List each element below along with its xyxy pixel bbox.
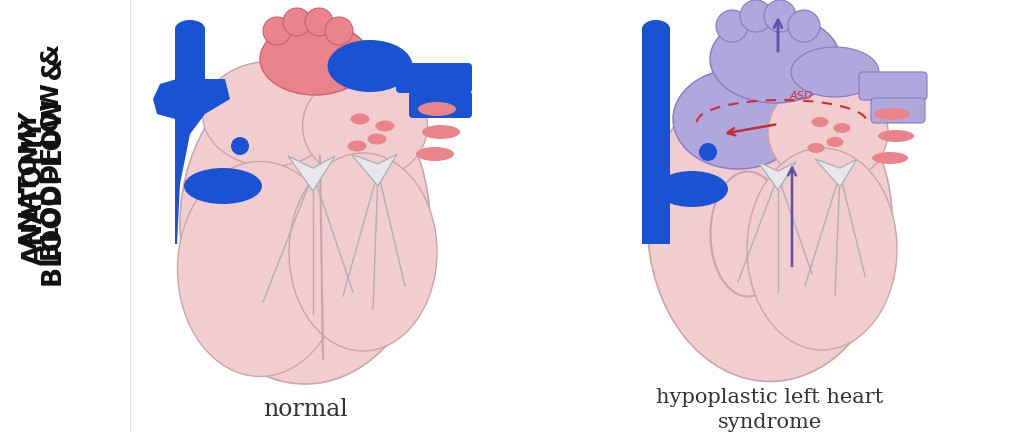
Ellipse shape xyxy=(791,47,879,97)
Ellipse shape xyxy=(874,108,910,120)
Circle shape xyxy=(263,17,291,45)
Text: ANATOMY: ANATOMY xyxy=(18,111,42,249)
Ellipse shape xyxy=(350,114,370,124)
Ellipse shape xyxy=(746,148,897,350)
Circle shape xyxy=(788,10,820,42)
Ellipse shape xyxy=(175,20,205,38)
Ellipse shape xyxy=(368,133,386,144)
Polygon shape xyxy=(288,156,335,191)
Text: hypoplastic left heart
syndrome: hypoplastic left heart syndrome xyxy=(656,388,884,432)
Ellipse shape xyxy=(811,117,828,127)
Ellipse shape xyxy=(289,153,437,351)
Ellipse shape xyxy=(826,137,844,147)
Circle shape xyxy=(305,8,333,36)
Polygon shape xyxy=(758,162,796,190)
Circle shape xyxy=(699,143,717,161)
Ellipse shape xyxy=(872,152,908,164)
Polygon shape xyxy=(642,29,670,244)
Ellipse shape xyxy=(260,23,370,95)
Ellipse shape xyxy=(656,171,728,207)
Text: ASD: ASD xyxy=(790,91,813,101)
Ellipse shape xyxy=(673,69,803,169)
Text: normal: normal xyxy=(262,398,347,422)
Ellipse shape xyxy=(418,102,456,116)
Circle shape xyxy=(764,0,796,32)
Ellipse shape xyxy=(347,140,367,152)
Circle shape xyxy=(740,0,772,32)
FancyBboxPatch shape xyxy=(859,72,927,100)
Circle shape xyxy=(283,8,311,36)
Circle shape xyxy=(716,10,748,42)
Polygon shape xyxy=(175,29,230,244)
Ellipse shape xyxy=(422,125,460,139)
Polygon shape xyxy=(351,154,397,186)
FancyBboxPatch shape xyxy=(409,91,472,118)
Ellipse shape xyxy=(808,143,824,153)
Ellipse shape xyxy=(834,123,851,133)
Circle shape xyxy=(325,17,353,45)
Text: BLOODFLOW  &: BLOODFLOW & xyxy=(42,57,68,287)
Ellipse shape xyxy=(416,147,454,161)
Ellipse shape xyxy=(180,64,430,384)
Circle shape xyxy=(231,137,249,155)
Polygon shape xyxy=(153,76,205,119)
Ellipse shape xyxy=(177,162,342,377)
Ellipse shape xyxy=(376,121,394,131)
FancyBboxPatch shape xyxy=(871,98,925,123)
Text: ANATOMY: ANATOMY xyxy=(22,119,48,265)
Polygon shape xyxy=(815,159,857,187)
FancyBboxPatch shape xyxy=(396,63,472,93)
Ellipse shape xyxy=(768,79,888,184)
Ellipse shape xyxy=(184,168,262,204)
Ellipse shape xyxy=(878,130,914,142)
Ellipse shape xyxy=(203,61,338,166)
Ellipse shape xyxy=(328,40,413,92)
Ellipse shape xyxy=(642,20,670,38)
Ellipse shape xyxy=(647,67,893,381)
Text: BLOODFLOW  &: BLOODFLOW & xyxy=(40,43,63,260)
Ellipse shape xyxy=(711,172,785,296)
Ellipse shape xyxy=(710,15,840,103)
Ellipse shape xyxy=(302,72,427,180)
